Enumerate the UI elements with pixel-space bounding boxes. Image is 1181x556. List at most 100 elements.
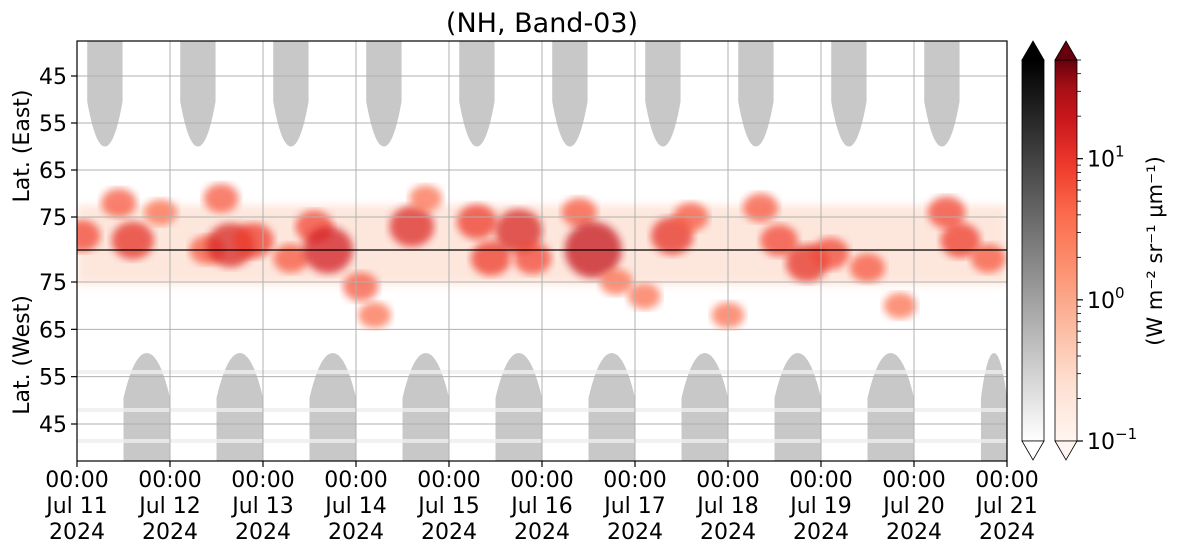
radiance-blob-11: [343, 272, 379, 302]
y-axis-label-east: Lat. (East): [10, 90, 35, 203]
y-tick-label-3: 75: [39, 206, 67, 231]
radiance-blob-17: [495, 209, 543, 254]
x-tick-label-6-2: 2024: [607, 520, 663, 545]
radiance-blob-3: [144, 199, 178, 226]
y-tick-label-7: 45: [39, 413, 67, 438]
grey-region-west-4: [495, 353, 542, 461]
x-tick-label-5-2: 2024: [514, 520, 570, 545]
grey-region-east-7: [738, 41, 774, 147]
x-tick-label-4-1: Jul 15: [416, 494, 480, 519]
y-axis-ticks: 45 55 65 75 75 65 55 45: [39, 65, 77, 438]
colorbar-tick-label-2: 101: [1087, 143, 1125, 173]
grey-region-east-0: [87, 41, 123, 147]
x-tick-label-9-1: Jul 20: [881, 494, 945, 519]
radiance-blob-34: [970, 243, 1007, 273]
colorbar-reds-body: [1054, 59, 1078, 442]
x-tick-label-8-2: 2024: [793, 520, 849, 545]
radiance-blob-32: [927, 196, 966, 229]
x-tick-label-2-0: 00:00: [231, 468, 294, 493]
radiance-blob-14: [409, 185, 443, 212]
grey-region-east-8: [831, 41, 867, 147]
grey-region-west-5: [588, 353, 635, 461]
x-tick-label-10-1: Jul 21: [974, 494, 1038, 519]
grey-region-east-2: [273, 41, 309, 147]
colorbar-greys-extend-max: [1021, 40, 1045, 61]
radiance-blob-13: [389, 205, 435, 247]
x-tick-label-8-0: 00:00: [789, 468, 852, 493]
radiance-blob-19: [561, 197, 597, 227]
grey-region-west-1: [216, 353, 263, 461]
radiance-blob-12: [358, 302, 391, 329]
radiance-blob-33: [940, 223, 981, 258]
x-tick-label-0-0: 00:00: [45, 468, 108, 493]
colorbar-ticks: 10−1 100 101: [1077, 59, 1137, 455]
colorbar-tick-label-0: 10−1: [1087, 425, 1137, 455]
x-tick-label-3-2: 2024: [328, 520, 384, 545]
x-tick-label-7-0: 00:00: [696, 468, 759, 493]
grey-region-east-3: [366, 41, 402, 147]
x-tick-label-9-2: 2024: [886, 520, 942, 545]
grey-region-east-1: [180, 41, 216, 147]
radiance-blob-30: [849, 253, 886, 283]
grey-region-west-0: [123, 353, 170, 461]
y-tick-label-4: 75: [39, 271, 67, 296]
x-tick-label-5-0: 00:00: [510, 468, 573, 493]
grey-region-east-4: [459, 41, 495, 147]
radiance-blob-1: [101, 188, 137, 218]
x-tick-label-3-1: Jul 14: [323, 494, 387, 519]
y-tick-label-1: 55: [39, 112, 67, 137]
x-tick-label-7-1: Jul 18: [695, 494, 759, 519]
radiance-blob-22: [627, 283, 661, 310]
x-tick-label-0-2: 2024: [49, 520, 105, 545]
x-tick-label-8-1: Jul 19: [788, 494, 852, 519]
y-tick-label-5: 65: [39, 318, 67, 343]
x-tick-label-10-2: 2024: [979, 520, 1035, 545]
radiance-blob-7: [233, 223, 274, 258]
colorbar-greys: [1021, 40, 1045, 461]
colorbar-greys-body: [1021, 59, 1045, 442]
colorbar-greys-extend-min: [1021, 440, 1045, 461]
radiance-blob-27: [760, 224, 798, 257]
y-tick-label-0: 45: [39, 65, 67, 90]
grey-saturation-layer: [77, 41, 1007, 461]
radiance-blob-18: [513, 242, 552, 275]
grey-region-east-9: [924, 41, 960, 147]
colorbar-reds: 10−1 100 101: [1054, 40, 1137, 461]
y-tick-label-6: 55: [39, 366, 67, 391]
chart-title: (NH, Band-03): [446, 8, 638, 39]
x-tick-label-4-2: 2024: [421, 520, 477, 545]
grey-region-west-3: [402, 353, 449, 461]
colorbar-reds-extend-min: [1054, 440, 1078, 461]
radiance-blob-0: [77, 219, 101, 252]
grey-region-west-9: [980, 353, 1007, 461]
x-tick-label-4-0: 00:00: [417, 468, 480, 493]
radiance-blob-26: [742, 193, 779, 223]
heatmap-plot-area: [76, 40, 1008, 462]
x-tick-label-6-0: 00:00: [603, 468, 666, 493]
radiance-blob-2: [111, 221, 154, 260]
radiance-blob-8: [273, 243, 309, 273]
radiance-blob-5: [203, 183, 239, 213]
x-tick-label-0-1: Jul 11: [44, 494, 108, 519]
colorbar-label: (W m⁻² sr⁻¹ μm⁻¹): [1143, 156, 1167, 346]
x-tick-label-6-1: Jul 17: [602, 494, 666, 519]
x-tick-label-1-1: Jul 12: [137, 494, 201, 519]
grey-region-east-6: [645, 41, 681, 147]
radiance-blob-31: [883, 292, 917, 319]
grey-region-west-6: [681, 353, 728, 461]
radiance-blob-15: [456, 204, 497, 240]
x-tick-label-2-2: 2024: [235, 520, 291, 545]
grey-region-west-2: [309, 353, 356, 461]
grey-region-east-5: [552, 41, 588, 147]
x-tick-label-3-0: 00:00: [324, 468, 387, 493]
radiance-blob-29: [811, 237, 850, 270]
x-tick-label-5-1: Jul 16: [509, 494, 573, 519]
grey-region-west-7: [774, 353, 821, 461]
colorbar-reds-extend-max: [1054, 40, 1078, 61]
x-tick-label-1-2: 2024: [142, 520, 198, 545]
colorbar-tick-label-1: 100: [1087, 284, 1125, 314]
x-tick-label-10-0: 00:00: [975, 468, 1038, 493]
y-tick-label-2: 65: [39, 159, 67, 184]
